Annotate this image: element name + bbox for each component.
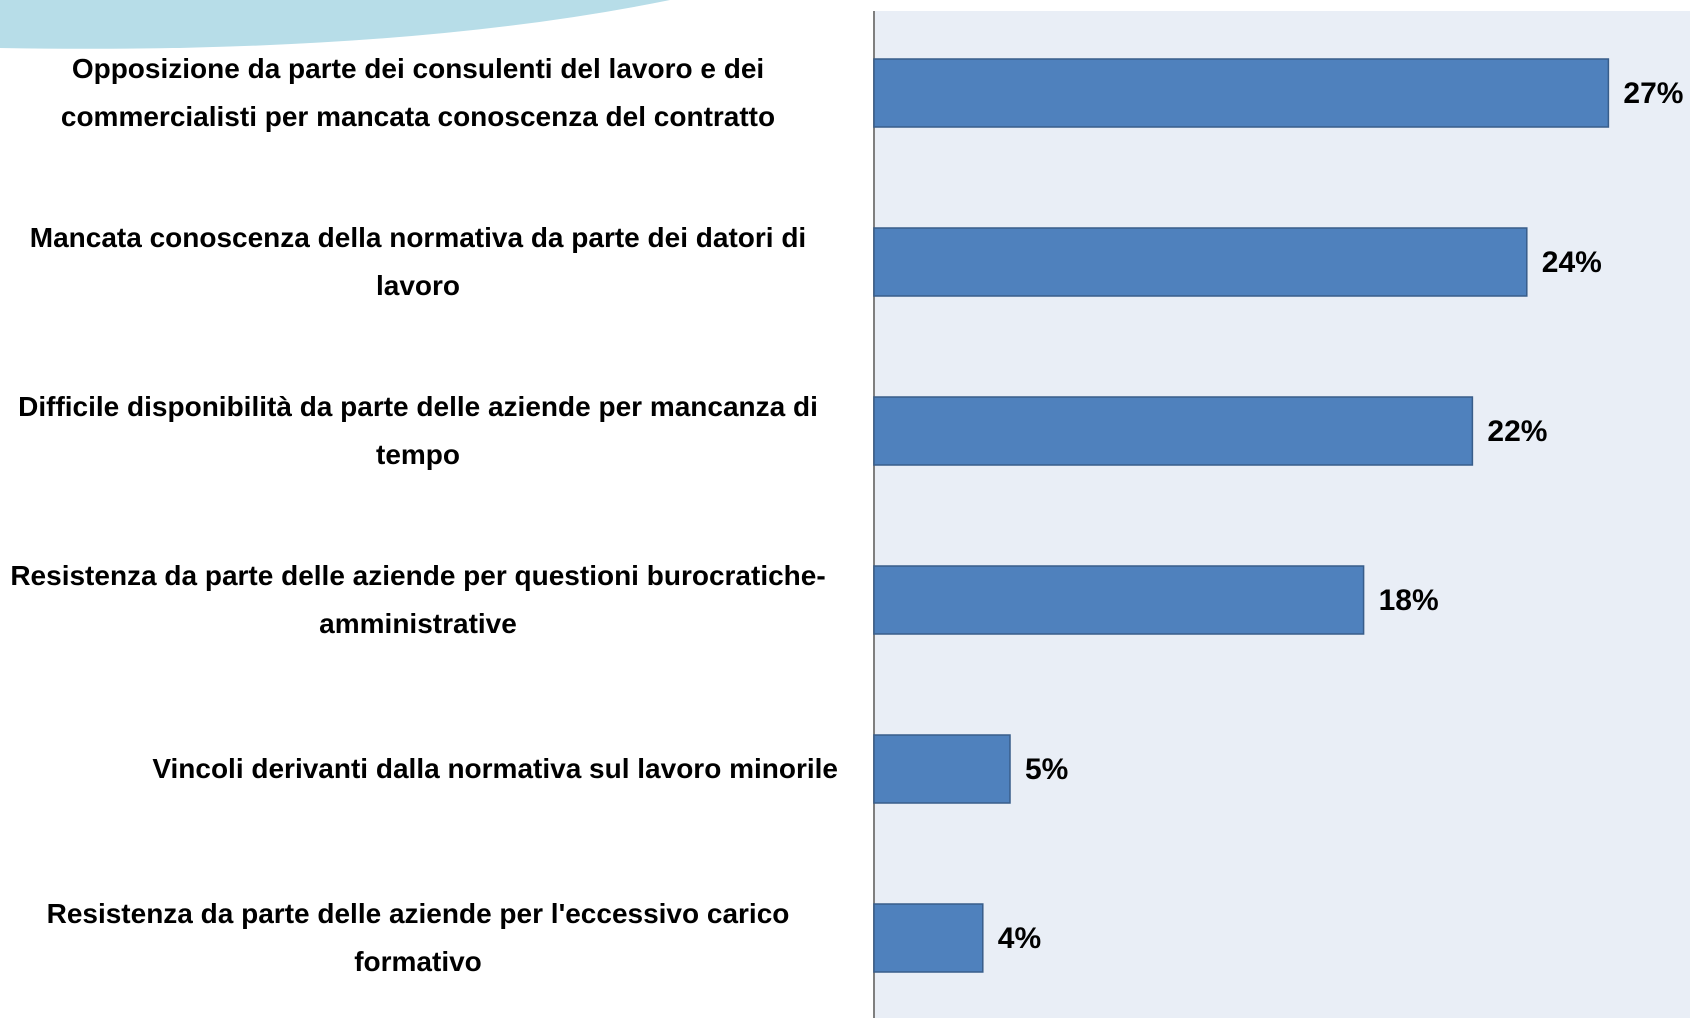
category-label: Resistenza da parte delle aziende per qu… bbox=[10, 560, 826, 639]
value-label: 5% bbox=[1025, 753, 1068, 786]
value-label: 24% bbox=[1542, 246, 1602, 279]
value-label: 4% bbox=[998, 922, 1041, 955]
bar bbox=[873, 227, 1528, 297]
category-label-box: Resistenza da parte delle aziende per qu… bbox=[0, 552, 838, 648]
bar bbox=[873, 396, 1474, 466]
category-label-box: Vincoli derivanti dalla normativa sul la… bbox=[0, 745, 838, 793]
bar bbox=[873, 565, 1365, 635]
bar bbox=[873, 734, 1011, 804]
category-label-box: Opposizione da parte dei consulenti del … bbox=[0, 45, 838, 141]
decoration bbox=[0, 0, 670, 49]
bar bbox=[873, 58, 1610, 128]
category-label-box: Difficile disponibilità da parte delle a… bbox=[0, 383, 838, 479]
category-label: Opposizione da parte dei consulenti del … bbox=[60, 53, 776, 132]
category-label: Vincoli derivanti dalla normativa sul la… bbox=[152, 753, 838, 784]
bar bbox=[873, 903, 984, 973]
category-label: Resistenza da parte delle aziende per l'… bbox=[46, 898, 790, 977]
category-label: Mancata conoscenza della normativa da pa… bbox=[29, 222, 807, 301]
category-label-box: Resistenza da parte delle aziende per l'… bbox=[0, 890, 838, 986]
category-label-box: Mancata conoscenza della normativa da pa… bbox=[0, 214, 838, 310]
value-label: 27% bbox=[1623, 77, 1683, 110]
value-label: 22% bbox=[1487, 415, 1547, 448]
plot-area bbox=[874, 11, 1690, 1018]
value-label: 18% bbox=[1379, 584, 1439, 617]
category-label: Difficile disponibilità da parte delle a… bbox=[18, 391, 818, 470]
